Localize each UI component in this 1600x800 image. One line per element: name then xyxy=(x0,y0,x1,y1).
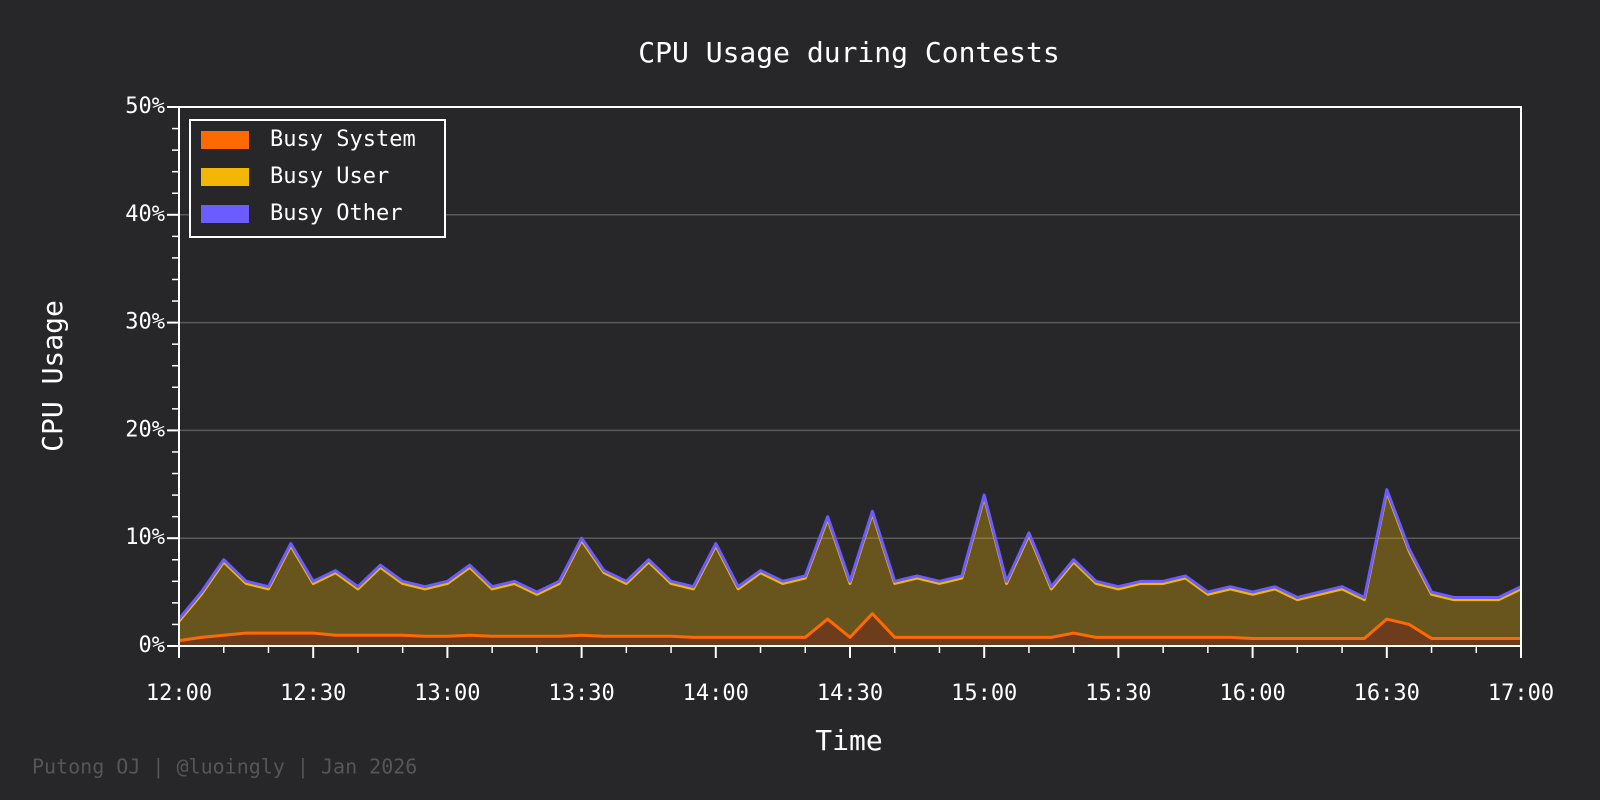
chart-title: CPU Usage during Contests xyxy=(638,36,1059,69)
legend-swatch xyxy=(201,205,249,223)
legend-label: Busy System xyxy=(270,127,416,152)
area-fill xyxy=(179,491,1521,641)
y-tick-label: 30% xyxy=(125,310,165,335)
x-axis-label: Time xyxy=(815,724,882,757)
legend-label: Busy Other xyxy=(270,201,402,226)
footer: Putong OJ | @luoingly | Jan 2026 xyxy=(32,755,417,779)
y-tick-label: 50% xyxy=(125,94,165,119)
area-line xyxy=(177,490,1522,623)
legend-swatch xyxy=(201,168,249,186)
x-tick-label: 12:30 xyxy=(280,681,346,706)
x-tick-label: 15:00 xyxy=(951,681,1017,706)
x-tick-label: 14:00 xyxy=(683,681,749,706)
x-tick-label: 12:00 xyxy=(146,681,212,706)
x-tick-label: 14:30 xyxy=(817,681,883,706)
x-tick-label: 16:30 xyxy=(1354,681,1420,706)
y-axis-label: CPU Usage xyxy=(36,300,69,452)
plot-frame xyxy=(178,106,1522,647)
y-tick-label: 10% xyxy=(125,525,165,550)
x-tick-label: 15:30 xyxy=(1085,681,1151,706)
x-tick-label: 13:00 xyxy=(414,681,480,706)
y-tick-label: 40% xyxy=(125,202,165,227)
area-line xyxy=(178,612,1521,643)
x-tick-label: 13:30 xyxy=(548,681,614,706)
area-line xyxy=(177,488,1522,621)
x-tick-label: 17:00 xyxy=(1488,681,1554,706)
x-tick-label: 16:00 xyxy=(1219,681,1285,706)
legend-label: Busy User xyxy=(270,164,389,189)
y-tick-label: 0% xyxy=(139,633,166,658)
legend-swatch xyxy=(201,131,249,149)
y-tick-label: 20% xyxy=(125,417,165,442)
